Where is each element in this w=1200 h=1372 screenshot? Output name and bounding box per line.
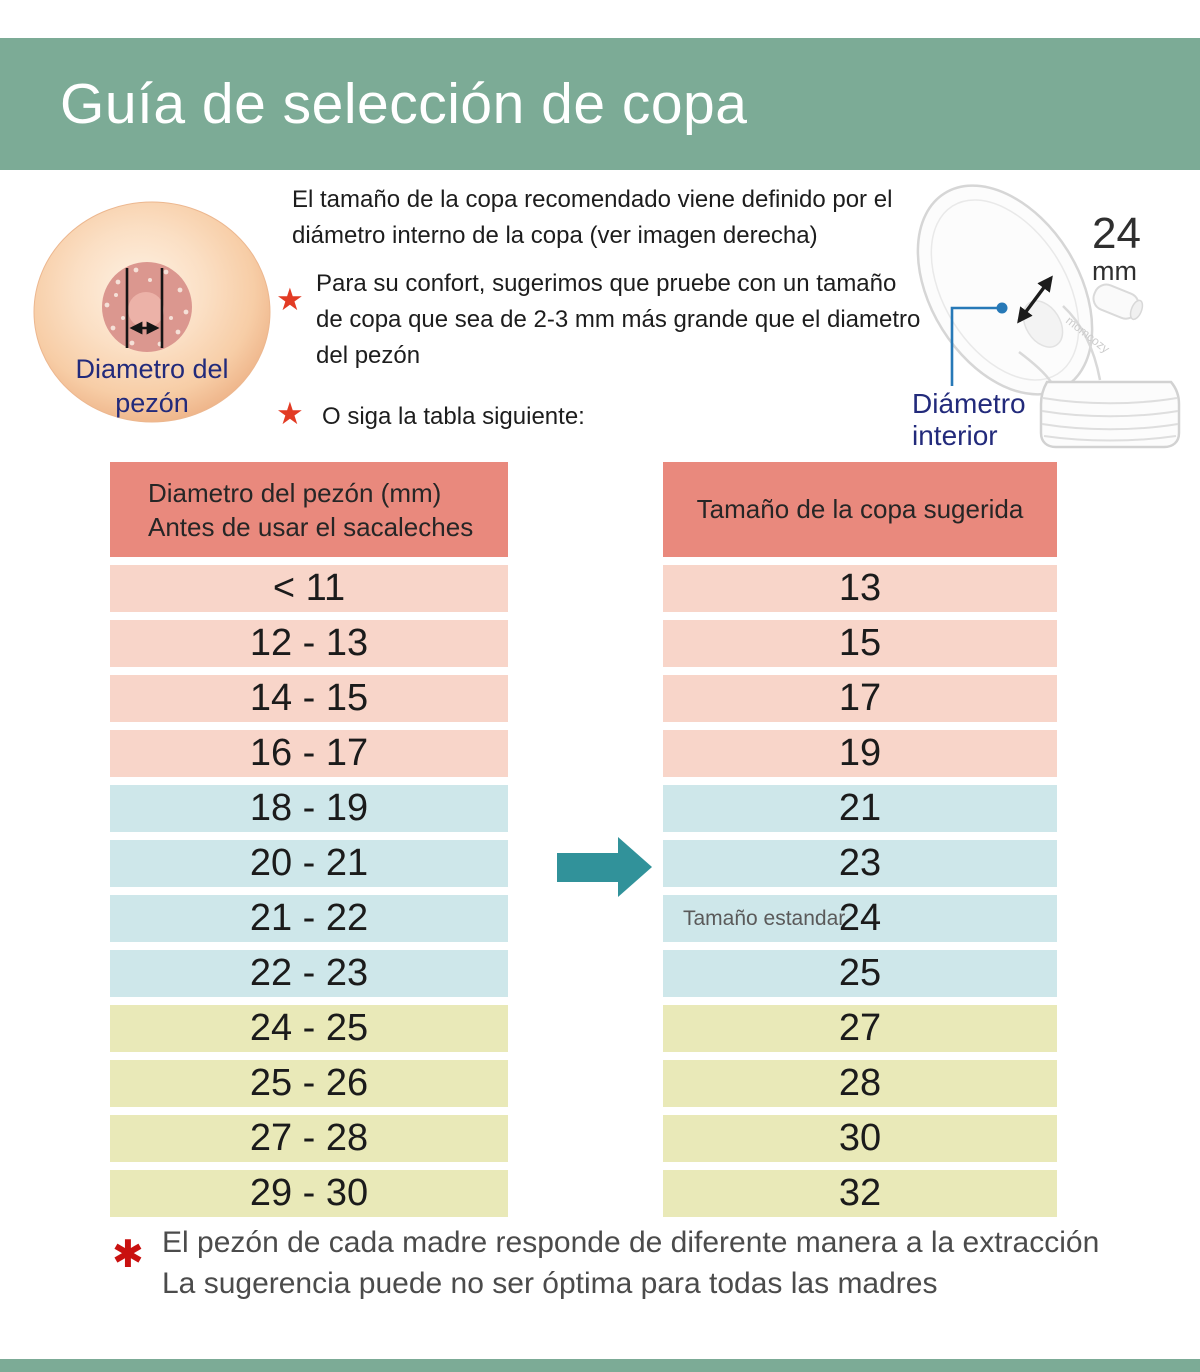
cup-size-cell-2: 15: [663, 620, 1057, 667]
cup-size-value: 19: [838, 732, 882, 774]
cup-size-cell-5: 21: [663, 785, 1057, 832]
cup-size-value: 28: [838, 1062, 882, 1104]
nipple-range-cell-10: 25 - 26: [110, 1060, 508, 1107]
bullet-table-text: O siga la tabla siguiente:: [322, 403, 585, 430]
nipple-diameter-label: Diametro del pezón: [75, 354, 229, 418]
cup-size-value: 15: [838, 622, 882, 664]
cup-size-cell-4: 19: [663, 730, 1057, 777]
flange-diagram: momcozy: [916, 184, 1181, 449]
cup-size-value: 13: [838, 567, 882, 609]
footnote-line-1: El pezón de cada madre responde de difer…: [162, 1226, 1100, 1259]
flange-illustration: momcozy: [916, 184, 1181, 449]
flange-nozzle: [1092, 283, 1144, 321]
cup-size-value: 25: [838, 952, 882, 994]
cup-size-value: 32: [838, 1172, 882, 1214]
cup-size-cell-7: Tamaño estandar 24: [663, 895, 1057, 942]
cup-size-cell-12: 32: [663, 1170, 1057, 1217]
nipple-range-cell-6: 20 - 21: [110, 840, 508, 887]
cup-size-cell-9: 27: [663, 1005, 1057, 1052]
areola-speckles: [104, 267, 189, 347]
flange-size-unit: mm: [1092, 256, 1137, 286]
header-bar: Guía de selección de copa: [0, 38, 1200, 170]
nipple-range-cell-12: 29 - 30: [110, 1170, 508, 1217]
inner-diameter-label: Diámetro interior: [912, 388, 1026, 451]
nipple-range-cell-2: 12 - 13: [110, 620, 508, 667]
cup-size-value: 17: [838, 677, 882, 719]
nipple-range-cell-8: 22 - 23: [110, 950, 508, 997]
flange-size-value: 24: [1092, 209, 1141, 258]
nipple-range-cell-9: 24 - 25: [110, 1005, 508, 1052]
cup-size-value: 21: [838, 787, 882, 829]
left-column-header: Diametro del pezón (mm) Antes de usar el…: [110, 462, 508, 557]
flange-base-cap: [1039, 380, 1181, 449]
cup-size-cell-8: 25: [663, 950, 1057, 997]
page-title: Guía de selección de copa: [60, 72, 748, 136]
standard-size-label: Tamaño estandar: [683, 906, 846, 930]
cup-size-column: Tamaño de la copa sugerida 13 15 17 19 21 23 T…: [663, 462, 1057, 1217]
nipple-range-cell-4: 16 - 17: [110, 730, 508, 777]
intro-paragraph: El tamaño de la copa recomendado viene d…: [292, 186, 893, 249]
star-bullet-icon: ★: [276, 396, 304, 431]
cup-size-value: 30: [838, 1117, 882, 1159]
bullet-comfort-text: Para su confort, sugerimos que pruebe co…: [316, 270, 921, 369]
nipple-diameter-column: Diametro del pezón (mm) Antes de usar el…: [110, 462, 508, 1217]
callout-line: [950, 306, 1002, 386]
nipple-diagram: [33, 201, 271, 423]
cup-size-value: 24: [838, 897, 882, 939]
footnote-line-2: La sugerencia puede no ser óptima para t…: [162, 1267, 938, 1300]
cup-size-cell-1: 13: [663, 565, 1057, 612]
flange-size-callout: 24 mm: [1092, 209, 1141, 286]
cup-size-cell-10: 28: [663, 1060, 1057, 1107]
cup-size-cell-6: 23: [663, 840, 1057, 887]
nipple-range-cell-1: < 11: [110, 565, 508, 612]
star-bullet-icon: ★: [276, 282, 304, 317]
cup-size-cell-3: 17: [663, 675, 1057, 722]
cup-size-value: 27: [838, 1007, 882, 1049]
cup-size-cell-11: 30: [663, 1115, 1057, 1162]
right-column-header: Tamaño de la copa sugerida: [663, 462, 1057, 557]
breast-illustration: [33, 201, 271, 423]
inner-diameter-arrow-icon: [1017, 275, 1053, 324]
nipple-range-cell-11: 27 - 28: [110, 1115, 508, 1162]
arrow-right-icon: [557, 837, 652, 897]
nipple-range-cell-3: 14 - 15: [110, 675, 508, 722]
footnote: El pezón de cada madre responde de difer…: [162, 1222, 1099, 1304]
nipple-range-cell-7: 21 - 22: [110, 895, 508, 942]
nipple-range-cell-5: 18 - 19: [110, 785, 508, 832]
bottom-bar: [0, 1359, 1200, 1372]
footnote-asterisk-icon: ✱: [112, 1234, 144, 1276]
cup-size-value: 23: [838, 842, 882, 884]
